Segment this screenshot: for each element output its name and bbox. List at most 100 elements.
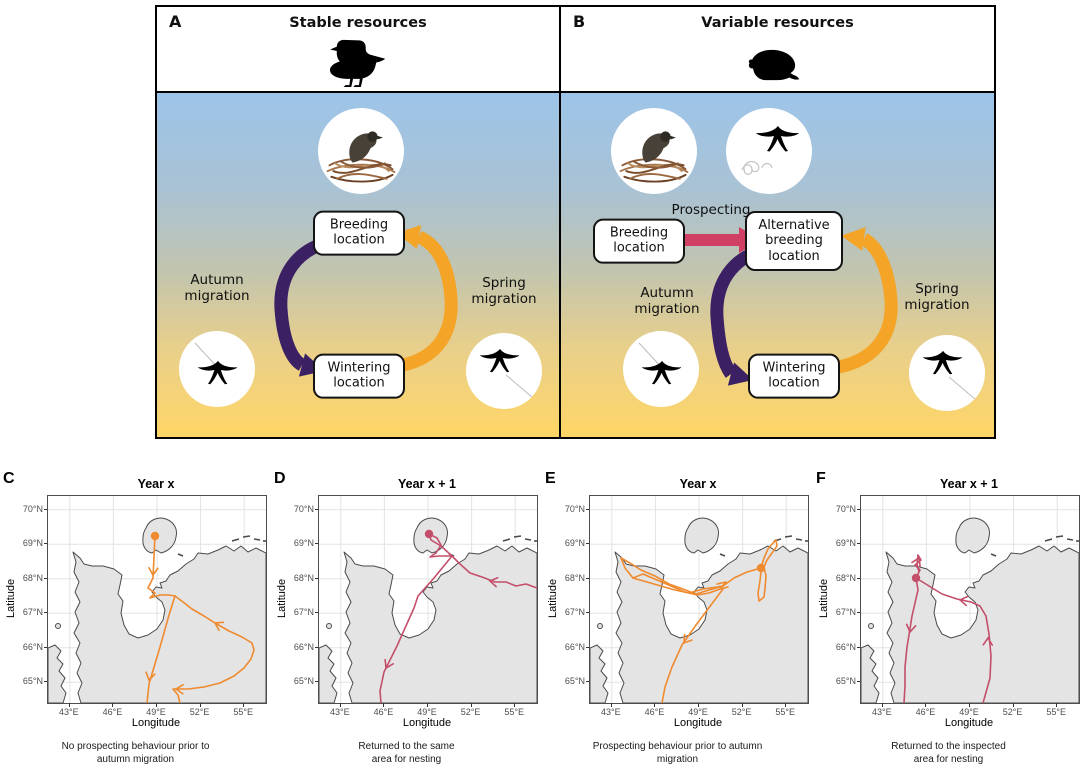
map-plot [318, 495, 538, 704]
map-plot [47, 495, 267, 704]
lon-tick-label: 49°E [959, 707, 979, 717]
coastline [72, 545, 266, 703]
lat-tick-label: 70°N [835, 503, 856, 514]
small-island [1066, 538, 1074, 541]
tick-mark [585, 577, 589, 579]
lat-tick-label: 66°N [835, 641, 856, 652]
tick-mark [969, 703, 970, 707]
small-island [177, 553, 184, 557]
lat-tick-label: 68°N [22, 572, 43, 583]
x-axis-label: Longitude [131, 717, 181, 729]
nest-site-dot [150, 531, 160, 541]
tick-mark [156, 703, 157, 707]
tick-mark [856, 646, 860, 648]
tick-mark [585, 508, 589, 510]
track-direction-arrow [174, 683, 184, 695]
tick-mark [514, 703, 516, 707]
coastline [885, 545, 1079, 703]
tick-mark [314, 508, 318, 510]
autumn-bird-circle [179, 331, 255, 407]
small-island [524, 538, 532, 541]
tick-mark [610, 703, 612, 707]
map-plot [860, 495, 1080, 704]
map-caption: Returned to the same area for nesting [358, 741, 455, 765]
spring-bird-circle [909, 335, 985, 411]
map-row: C Year x Latitude Longitude No prospecti… [0, 462, 1084, 771]
flying-bird-icon [194, 342, 238, 385]
tick-mark [112, 703, 114, 707]
panel-b-title: Variable resources [701, 15, 854, 31]
map-title: Year x + 1 [397, 477, 457, 491]
panel-b-body: Breeding location Alternative breeding l… [561, 93, 994, 437]
coastline [142, 517, 177, 554]
panel-b-header: B Variable resources [561, 7, 994, 93]
map-plot [589, 495, 809, 704]
panel-letter-a: A [169, 12, 182, 31]
coastline [326, 623, 332, 629]
map-title: Year x [137, 477, 175, 491]
lon-tick-label: 55°E [504, 707, 524, 717]
panel-letter-b: B [573, 12, 586, 31]
lat-tick-label: 69°N [22, 538, 43, 549]
lat-tick-label: 68°N [293, 572, 314, 583]
tick-mark [698, 703, 699, 707]
tick-mark [785, 703, 787, 707]
lon-tick-label: 52°E [189, 707, 210, 717]
x-axis-label: Longitude [673, 717, 723, 729]
map-title: Year x + 1 [939, 477, 999, 491]
track-direction-arrow [384, 658, 394, 670]
tick-mark [925, 703, 927, 707]
lat-tick-label: 65°N [835, 676, 856, 687]
tick-mark [314, 646, 318, 648]
lon-tick-label: 46°E [915, 707, 936, 717]
lat-tick-label: 66°N [22, 641, 43, 652]
y-axis-label: Latitude [5, 578, 17, 619]
panel-a: A Stable resources [157, 7, 561, 437]
flying-bird-icon [638, 342, 682, 385]
small-island [719, 553, 726, 557]
tick-mark [856, 681, 860, 683]
coastline [55, 623, 61, 629]
autumn-bird-circle [623, 331, 699, 407]
tick-mark [585, 612, 589, 614]
lon-tick-label: 46°E [102, 707, 123, 717]
gps-track [915, 577, 992, 703]
lat-tick-label: 67°N [835, 607, 856, 618]
lon-tick-label: 52°E [460, 707, 481, 717]
tick-mark [585, 543, 589, 545]
map-canvas [319, 496, 537, 703]
lon-tick-label: 46°E [644, 707, 665, 717]
lat-tick-label: 69°N [835, 538, 856, 549]
nest-photo [326, 131, 396, 183]
small-island [990, 553, 997, 557]
track-direction-arrow [958, 595, 969, 607]
coastline [868, 623, 874, 629]
tick-mark [585, 681, 589, 683]
nest-site-dot [424, 529, 434, 539]
y-axis-label: Latitude [818, 578, 830, 619]
lat-tick-label: 70°N [22, 503, 43, 514]
prospecting-arrow [683, 234, 739, 246]
panel-letter-e: E [545, 470, 556, 487]
tick-mark [1056, 703, 1058, 707]
nest-photo [619, 131, 689, 183]
lat-tick-label: 68°N [835, 572, 856, 583]
lon-tick-label: 49°E [688, 707, 708, 717]
panel-letter-f: F [816, 470, 826, 487]
map-canvas [861, 496, 1079, 703]
map-panel-d: D Year x + 1 Latitude Longitude Returned… [271, 462, 542, 771]
nest-photo-circle [318, 108, 404, 194]
autumn-migration-arrow [274, 234, 335, 371]
lon-tick-label: 49°E [146, 707, 166, 717]
breeding-location-box: Breeding location [313, 210, 405, 256]
panel-a-header: A Stable resources [157, 7, 559, 93]
gps-track [757, 539, 778, 602]
tick-mark [43, 577, 47, 579]
tick-mark [43, 612, 47, 614]
small-island [1044, 538, 1053, 542]
nest-site-dot [911, 573, 921, 583]
panel-letter-d: D [274, 470, 286, 487]
map-title: Year x [679, 477, 717, 491]
prospecting-label: Prospecting [671, 201, 751, 218]
